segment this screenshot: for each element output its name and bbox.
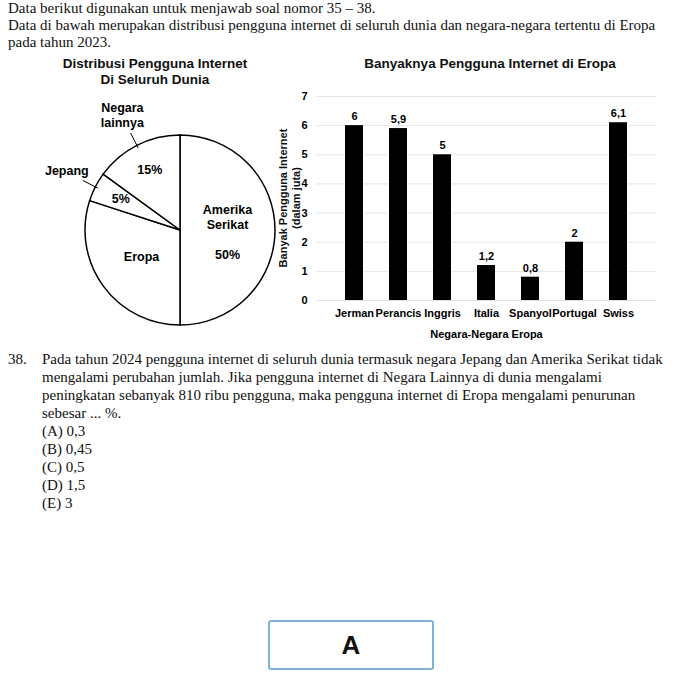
svg-text:Jerman: Jerman (335, 307, 374, 319)
svg-text:50%: 50% (215, 248, 240, 262)
html-text:Banyaknya Pengguna Internet di: Banyaknya Pengguna Internet di Eropa (364, 56, 616, 71)
svg-text:Eropa: Eropa (124, 250, 160, 264)
svg-text:4: 4 (301, 177, 308, 189)
html-text:(E) 3: (E) 3 (42, 495, 73, 511)
svg-text:0,8: 0,8 (523, 262, 538, 274)
svg-text:Italia: Italia (474, 307, 500, 319)
html-text:Data di bawah merupakan distri: Data di bawah merupakan distribusi pengg… (8, 17, 656, 50)
svg-text:Jepang: Jepang (45, 165, 89, 179)
html-text:(A) 0,3: (A) 0,3 (42, 423, 86, 439)
svg-text:5: 5 (439, 139, 445, 151)
svg-text:0: 0 (301, 294, 307, 306)
html-text:Pada tahun 2024 pengguna inter: Pada tahun 2024 pengguna internet di sel… (42, 351, 663, 421)
svg-text:7: 7 (301, 90, 307, 102)
svg-text:Spanyol: Spanyol (509, 307, 552, 319)
html-text:Di Seluruh Dunia: Di Seluruh Dunia (100, 72, 210, 87)
html-text:38.: 38. (8, 351, 27, 367)
svg-text:Negara-Negara Eropa: Negara-Negara Eropa (430, 328, 543, 340)
html-text:Data berikut digunakan untuk m: Data berikut digunakan untuk menjawab so… (8, 0, 376, 16)
svg-text:Portugal: Portugal (552, 307, 597, 319)
svg-text:6,1: 6,1 (611, 107, 626, 119)
svg-text:Perancis: Perancis (376, 307, 422, 319)
svg-text:6: 6 (301, 119, 307, 131)
html-text:Distribusi Pengguna Internet: Distribusi Pengguna Internet (62, 56, 248, 71)
svg-text:5: 5 (301, 148, 307, 160)
svg-text:Swiss: Swiss (603, 307, 634, 319)
svg-text:2: 2 (571, 227, 577, 239)
html-text:Banyak Pengguna Internet: Banyak Pengguna Internet (277, 128, 289, 268)
svg-text:15%: 15% (137, 163, 162, 177)
svg-text:3: 3 (301, 207, 307, 219)
svg-text:5%: 5% (112, 192, 130, 206)
svg-text:Inggris: Inggris (424, 307, 461, 319)
svg-text:1: 1 (301, 265, 307, 277)
svg-text:1,2: 1,2 (479, 250, 494, 262)
html-text:(dalam juta): (dalam juta) (290, 167, 302, 229)
svg-text:AmerikaSerikat: AmerikaSerikat (203, 203, 253, 232)
svg-text:5,9: 5,9 (391, 113, 406, 125)
svg-text:2: 2 (301, 236, 307, 248)
html-text:A: A (341, 630, 361, 660)
svg-text:6: 6 (351, 110, 357, 122)
html-text:(D) 1,5: (D) 1,5 (42, 477, 86, 493)
svg-text:Negaralainnya: Negaralainnya (101, 102, 145, 131)
html-text:(B) 0,45: (B) 0,45 (42, 441, 92, 457)
html-text:(C) 0,5: (C) 0,5 (42, 459, 85, 475)
